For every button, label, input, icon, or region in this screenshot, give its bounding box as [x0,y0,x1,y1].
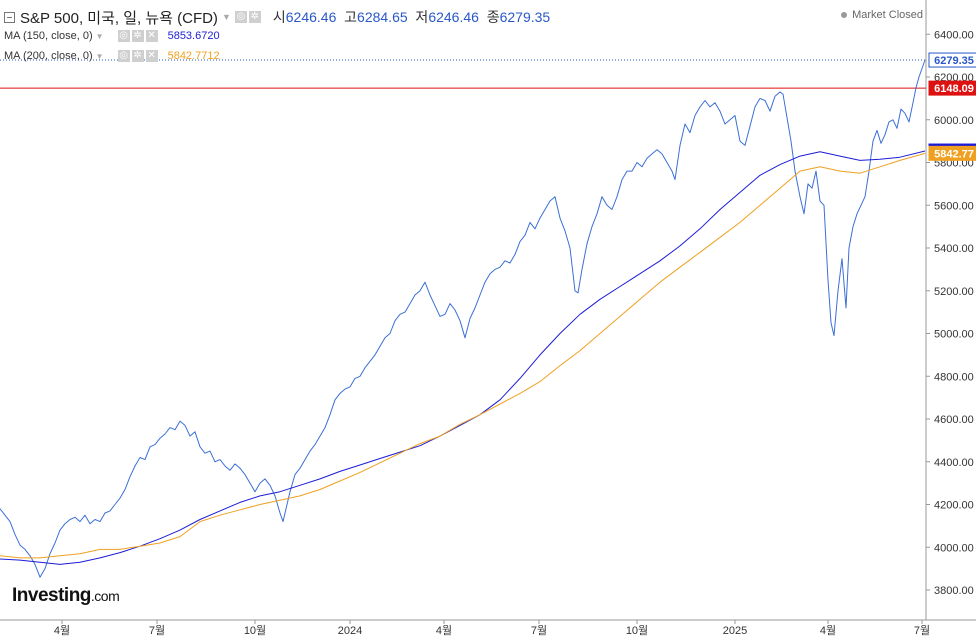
y-tick-label: 4000.00 [934,542,974,554]
open-value: 6246.46 [285,9,337,25]
x-tick-label: 4월 [54,624,70,637]
indicator-row-ma200: MA (200, close, 0) ▼ ◎ ✲ ✕ 5842.7712 [4,48,220,64]
price-label: 5842.77 [934,148,974,160]
logo-suffix: .com [90,588,120,604]
market-status: Market Closed [841,9,923,21]
remove-icon[interactable]: ✕ [145,50,158,62]
x-tick-label: 10월 [626,624,648,637]
y-tick-label: 3800.00 [934,585,974,597]
high-value: 6284.65 [357,9,408,25]
high-label: 고 [344,9,358,25]
x-tick-label: 2025 [723,625,747,637]
visibility-icon[interactable]: ◎ [117,50,130,62]
investing-logo: Investing.com [12,585,120,607]
indicator-dropdown-icon[interactable]: ▼ [95,51,104,61]
series-line [0,150,926,565]
x-tick-label: 10월 [244,624,266,637]
x-tick-label: 7월 [149,624,165,637]
indicator-value: 5842.7712 [167,50,220,62]
close-value: 6279.35 [499,9,551,25]
x-tick-label: 7월 [531,624,547,637]
indicator-label[interactable]: MA (200, close, 0) [4,50,93,62]
indicator-dropdown-icon[interactable]: ▼ [95,31,104,41]
price-label: 6279.35 [934,55,974,67]
indicator-label[interactable]: MA (150, close, 0) [4,30,93,42]
y-tick-label: 5400.00 [934,243,974,255]
settings-icon[interactable]: ✲ [131,30,144,42]
status-dot-icon [841,12,848,18]
y-tick-label: 5000.00 [934,329,974,341]
indicator-row-ma150: MA (150, close, 0) ▼ ◎ ✲ ✕ 5853.6720 [4,28,220,44]
collapse-icon[interactable] [4,11,15,23]
y-tick-label: 5200.00 [934,286,974,298]
price-label-box [928,145,976,161]
logo-text: Investing [12,585,91,606]
settings-icon[interactable]: ✲ [248,11,261,23]
y-tick-label: 6000.00 [934,115,974,127]
chart-header: S&P 500, 미국, 일, 뉴욕 (CFD) ▼ ◎ ✲ 시6246.46 … [4,7,550,27]
indicator-value: 5853.6720 [167,30,220,42]
y-tick-label: 4800.00 [934,371,974,383]
x-tick-label: 4월 [820,624,836,637]
settings-icon[interactable]: ✲ [131,50,144,62]
y-tick-label: 4400.00 [934,457,974,469]
visibility-icon[interactable]: ◎ [234,11,247,23]
low-label: 저 [415,9,429,25]
open-label: 시 [272,9,286,25]
series-line [0,59,926,578]
market-status-text: Market Closed [852,9,923,21]
title-dropdown-icon[interactable]: ▼ [221,12,231,22]
x-tick-label: 7월 [914,624,930,637]
close-label: 종 [486,9,500,25]
x-tick-label: 4월 [436,624,452,637]
y-tick-label: 5600.00 [934,200,974,212]
y-tick-label: 4200.00 [934,500,974,512]
ohlc-readout: 시6246.46 고6284.65 저6246.46 종6279.35 [273,7,550,27]
remove-icon[interactable]: ✕ [145,30,158,42]
price-label-box [928,80,976,96]
y-tick-label: 6400.00 [934,29,974,41]
y-tick-label: 4600.00 [934,414,974,426]
series-line [0,152,926,559]
price-label: 6148.09 [934,83,974,95]
instrument-title[interactable]: S&P 500, 미국, 일, 뉴욕 (CFD) [20,9,218,27]
x-tick-label: 2024 [338,625,362,637]
low-value: 6246.46 [428,9,479,25]
price-label-box [928,52,976,68]
visibility-icon[interactable]: ◎ [117,30,130,42]
